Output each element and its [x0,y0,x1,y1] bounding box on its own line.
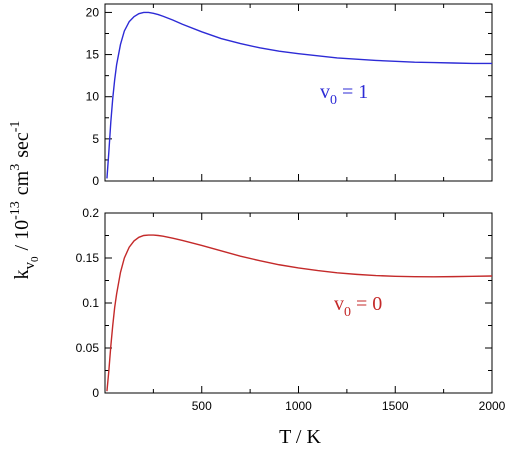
top-panel-frame [104,3,493,182]
x-axis-title: T / K [279,426,321,448]
top-series-label: v0 = 1 [320,81,368,108]
bottom-xtick-label: 1000 [285,399,312,413]
bottom-ytick-label: 0 [92,386,99,400]
bottom-panel: 0 0.05 0.1 0.15 0.2 500 1000 1500 2000 v0 = 0 [76,206,506,413]
bottom-ytick-label: 0.05 [76,341,100,355]
top-ytick-label: 15 [86,48,100,62]
top-ytick-label: 10 [86,90,100,104]
bottom-xtick-label: 500 [192,399,212,413]
bottom-ytick-label: 0.15 [76,251,100,265]
top-ytick-label: 20 [86,5,100,19]
bottom-xtick-label: 2000 [479,399,506,413]
top-series-line [106,11,492,179]
bottom-panel-frame [104,212,493,394]
bottom-xtick-label: 1500 [382,399,409,413]
top-ytick-label: 0 [92,174,99,188]
bottom-ytick-label: 0.2 [82,206,99,220]
top-ytick-label: 5 [92,132,99,146]
bottom-ytick-label: 0.1 [82,296,99,310]
bottom-series-line [106,234,493,392]
bottom-series-label: v0 = 0 [334,293,382,320]
y-axis-title: kv0/ 10-13cm3sec-1 [8,121,41,280]
top-panel: 0 5 10 15 20 v0 = 1 [86,3,493,188]
